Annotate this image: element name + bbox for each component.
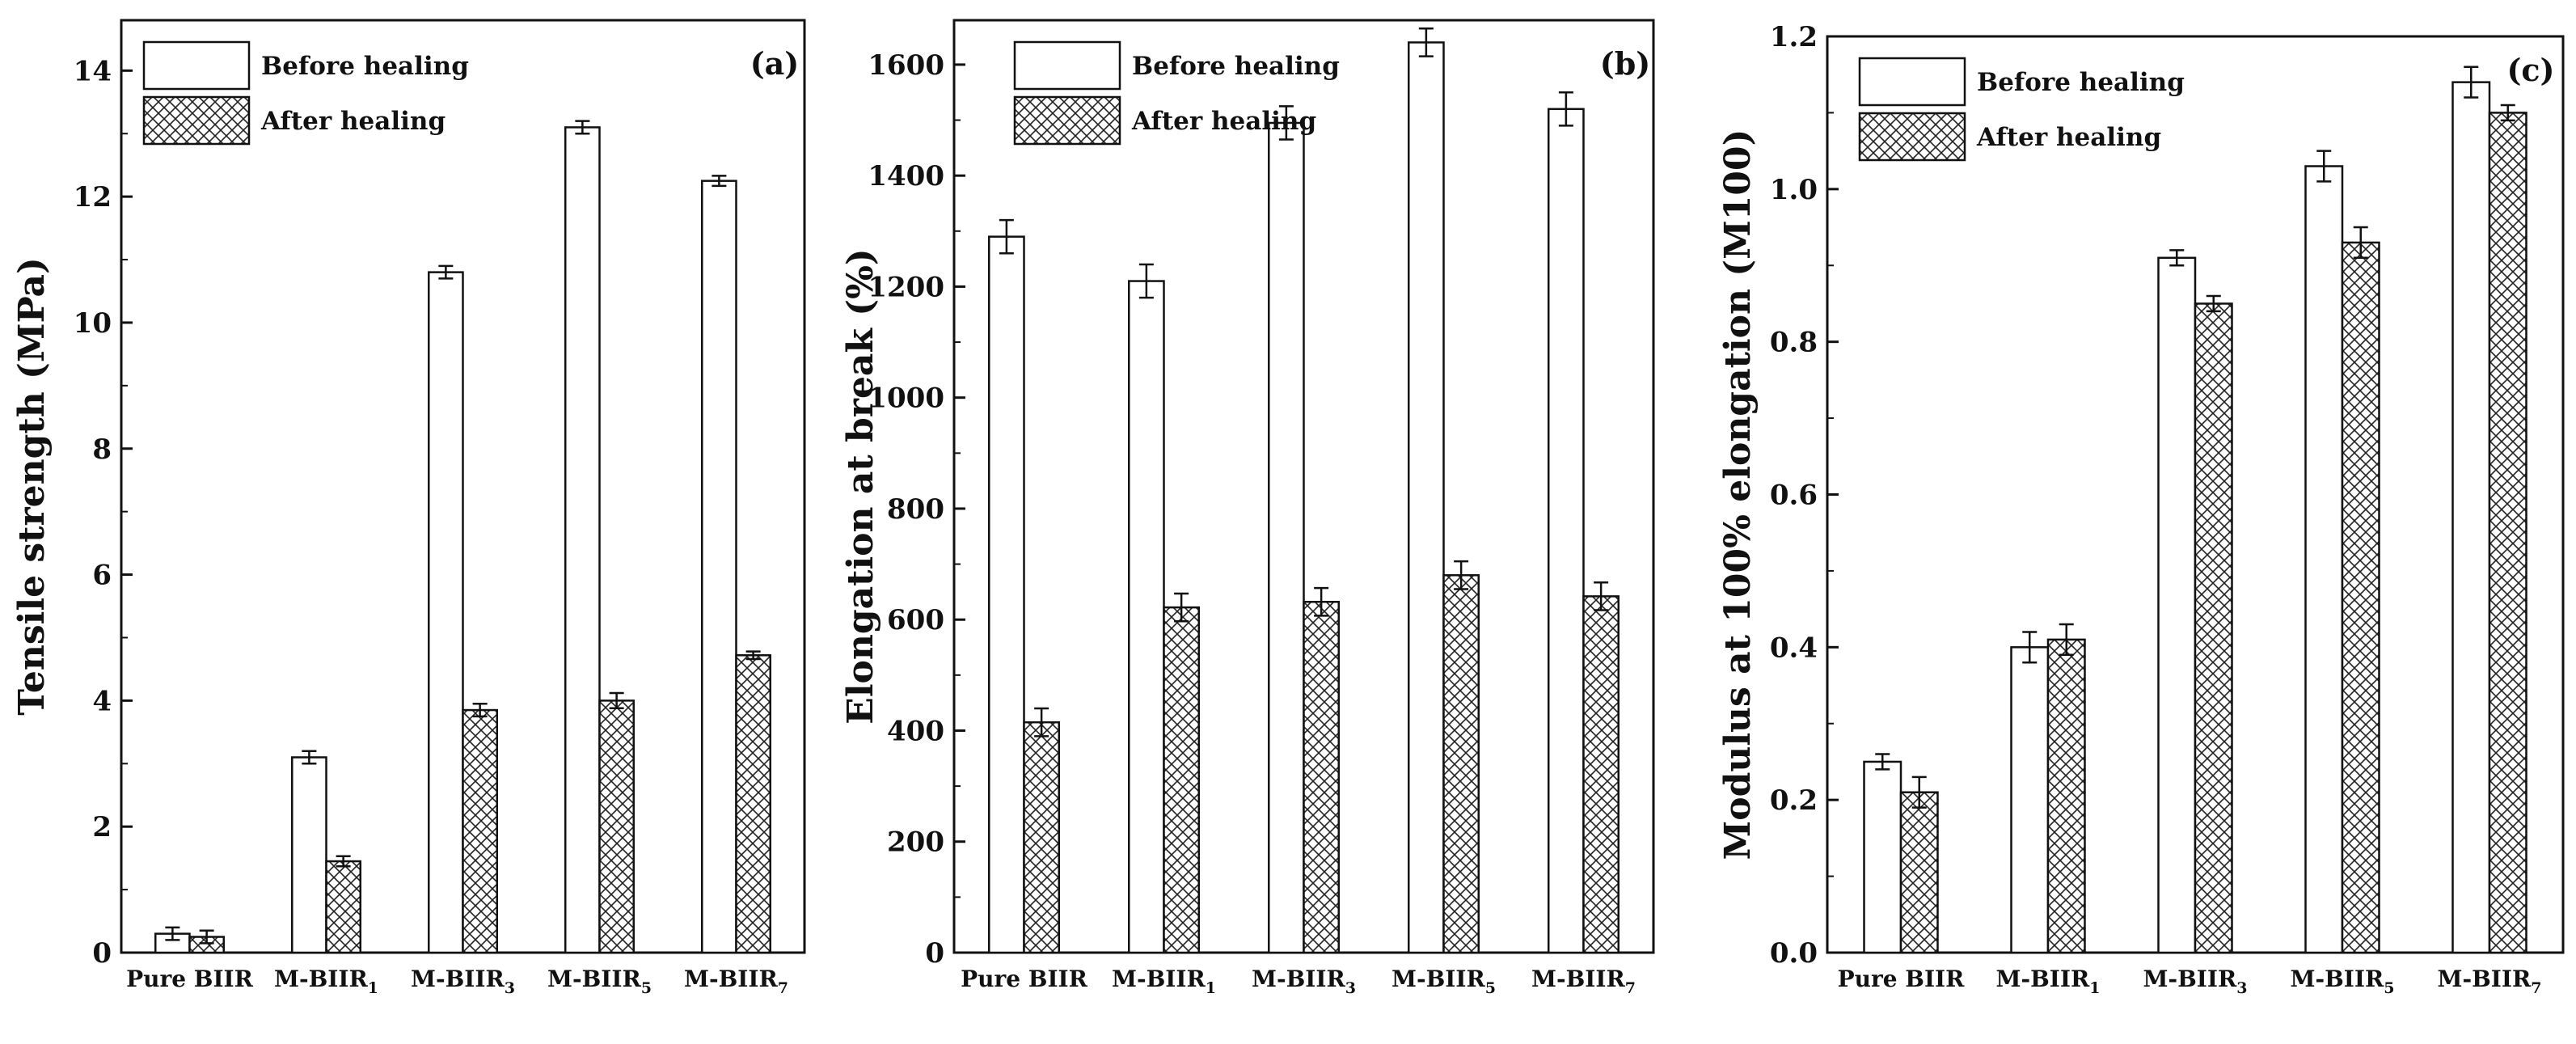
panel-label: (c) bbox=[2506, 52, 2554, 88]
bar-before-healing bbox=[1548, 108, 1585, 954]
y-axis-title: Elongation at break (%) bbox=[840, 248, 881, 724]
bar-after-healing bbox=[598, 700, 635, 954]
bar-after-healing bbox=[735, 654, 771, 954]
x-category-label: Pure BIIR bbox=[1838, 966, 1966, 992]
legend-swatch-before-healing bbox=[1858, 57, 1966, 107]
legend: Before healing After healing bbox=[142, 40, 469, 146]
legend: Before healing After healing bbox=[1013, 40, 1340, 146]
legend-swatch-after-healing bbox=[1858, 112, 1966, 162]
legend-swatch-before-healing bbox=[1013, 40, 1121, 91]
y-tick-label: 800 bbox=[887, 493, 944, 526]
bar-before-healing bbox=[2304, 165, 2344, 954]
y-tick-label: 0.6 bbox=[1770, 480, 1818, 512]
y-axis-title: Tensile strength (MPa) bbox=[11, 257, 53, 716]
y-tick-label: 2 bbox=[92, 811, 112, 843]
y-tick-label: 0 bbox=[92, 937, 112, 970]
y-tick-label: 1.2 bbox=[1770, 21, 1818, 53]
chart-panel-a: 0 2 4 6 8 10 12 14 Tensile strength (MPa) Pure BI… bbox=[11, 19, 806, 997]
bar-before-healing bbox=[564, 126, 601, 954]
y-tick-label: 0.2 bbox=[1770, 784, 1818, 817]
panel-label: (b) bbox=[1600, 45, 1651, 82]
bar-before-healing bbox=[1128, 280, 1165, 954]
bar-before-healing bbox=[1863, 760, 1902, 954]
chart-panel-b: 0 200 400 600 800 1000 1200 1400 1600 Elongation … bbox=[840, 19, 1655, 997]
y-tick-label: 10 bbox=[74, 307, 112, 340]
x-category-label: Pure BIIR bbox=[961, 966, 1088, 992]
bar-after-healing bbox=[2046, 638, 2086, 954]
bar-before-healing bbox=[2157, 256, 2197, 954]
y-tick-label: 0 bbox=[925, 937, 944, 970]
x-category-label: M-BIIR5 bbox=[547, 966, 652, 997]
x-category-label: M-BIIR1 bbox=[1996, 966, 2101, 997]
chart-panel-c: 0.0 0.2 0.4 0.6 0.8 1.0 1.2 Modulus at 100% elo… bbox=[1717, 21, 2565, 997]
bar-after-healing bbox=[2488, 112, 2527, 954]
bar-before-healing bbox=[1408, 41, 1445, 954]
x-category-label: Pure BIIR bbox=[126, 966, 254, 992]
bar-after-healing bbox=[1303, 601, 1340, 954]
x-category-label: M-BIIR5 bbox=[1391, 966, 1496, 997]
bar-after-healing bbox=[2341, 241, 2380, 954]
bar-before-healing bbox=[988, 235, 1025, 954]
y-tick-label: 0.0 bbox=[1770, 937, 1818, 970]
x-category-label: M-BIIR3 bbox=[1252, 966, 1356, 997]
y-tick-label: 12 bbox=[74, 181, 112, 213]
bar-before-healing bbox=[428, 271, 464, 954]
legend-label: Before healing bbox=[261, 52, 469, 81]
y-tick-label: 6 bbox=[92, 560, 112, 592]
y-tick-label: 0.4 bbox=[1770, 632, 1818, 664]
legend-label: After healing bbox=[260, 107, 446, 136]
x-category-label: M-BIIR7 bbox=[684, 966, 788, 997]
legend-label: After healing bbox=[1976, 123, 2161, 152]
y-tick-label: 1600 bbox=[868, 49, 944, 82]
bar-after-healing bbox=[1023, 721, 1060, 954]
panel-label: (a) bbox=[750, 45, 800, 82]
y-tick-label: 400 bbox=[887, 715, 944, 747]
y-tick-label: 8 bbox=[92, 433, 112, 466]
x-category-label: M-BIIR1 bbox=[274, 966, 378, 997]
x-category-label: M-BIIR1 bbox=[1112, 966, 1216, 997]
x-category-label: M-BIIR7 bbox=[2438, 966, 2542, 997]
y-axis-title: Modulus at 100% elongation (M100) bbox=[1717, 129, 1759, 860]
y-tick-label: 600 bbox=[887, 604, 944, 636]
y-tick-label: 1.0 bbox=[1770, 174, 1818, 206]
bar-after-healing bbox=[325, 860, 361, 954]
bar-after-healing bbox=[2194, 302, 2233, 954]
legend-swatch-after-healing bbox=[1013, 95, 1121, 146]
y-tick-label: 1000 bbox=[868, 383, 944, 415]
bar-before-healing bbox=[2010, 646, 2050, 954]
y-tick-label: 14 bbox=[74, 55, 112, 87]
y-tick-label: 0.8 bbox=[1770, 327, 1818, 359]
bar-before-healing bbox=[291, 756, 327, 954]
x-category-label: M-BIIR3 bbox=[411, 966, 515, 997]
bar-after-healing bbox=[1163, 606, 1200, 954]
bar-after-healing bbox=[1442, 574, 1480, 954]
legend-label: After healing bbox=[1131, 107, 1316, 136]
legend: Before healing After healing bbox=[1858, 57, 2185, 162]
bar-before-healing bbox=[701, 180, 737, 954]
bar-after-healing bbox=[1899, 791, 1939, 954]
bar-before-healing bbox=[1268, 121, 1305, 954]
legend-swatch-before-healing bbox=[142, 40, 251, 91]
x-category-label: M-BIIR5 bbox=[2291, 966, 2395, 997]
x-category-label: M-BIIR3 bbox=[2143, 966, 2248, 997]
legend-swatch-after-healing bbox=[142, 95, 251, 146]
bar-after-healing bbox=[462, 708, 498, 954]
bar-before-healing bbox=[2451, 81, 2491, 954]
legend-label: Before healing bbox=[1977, 68, 2185, 97]
y-tick-label: 1200 bbox=[868, 271, 944, 303]
bar-after-healing bbox=[1582, 595, 1620, 954]
x-category-label: M-BIIR7 bbox=[1531, 966, 1636, 997]
legend-label: Before healing bbox=[1132, 52, 1340, 81]
y-tick-label: 200 bbox=[887, 826, 944, 859]
y-tick-label: 1400 bbox=[868, 160, 944, 192]
y-tick-label: 4 bbox=[92, 685, 112, 717]
